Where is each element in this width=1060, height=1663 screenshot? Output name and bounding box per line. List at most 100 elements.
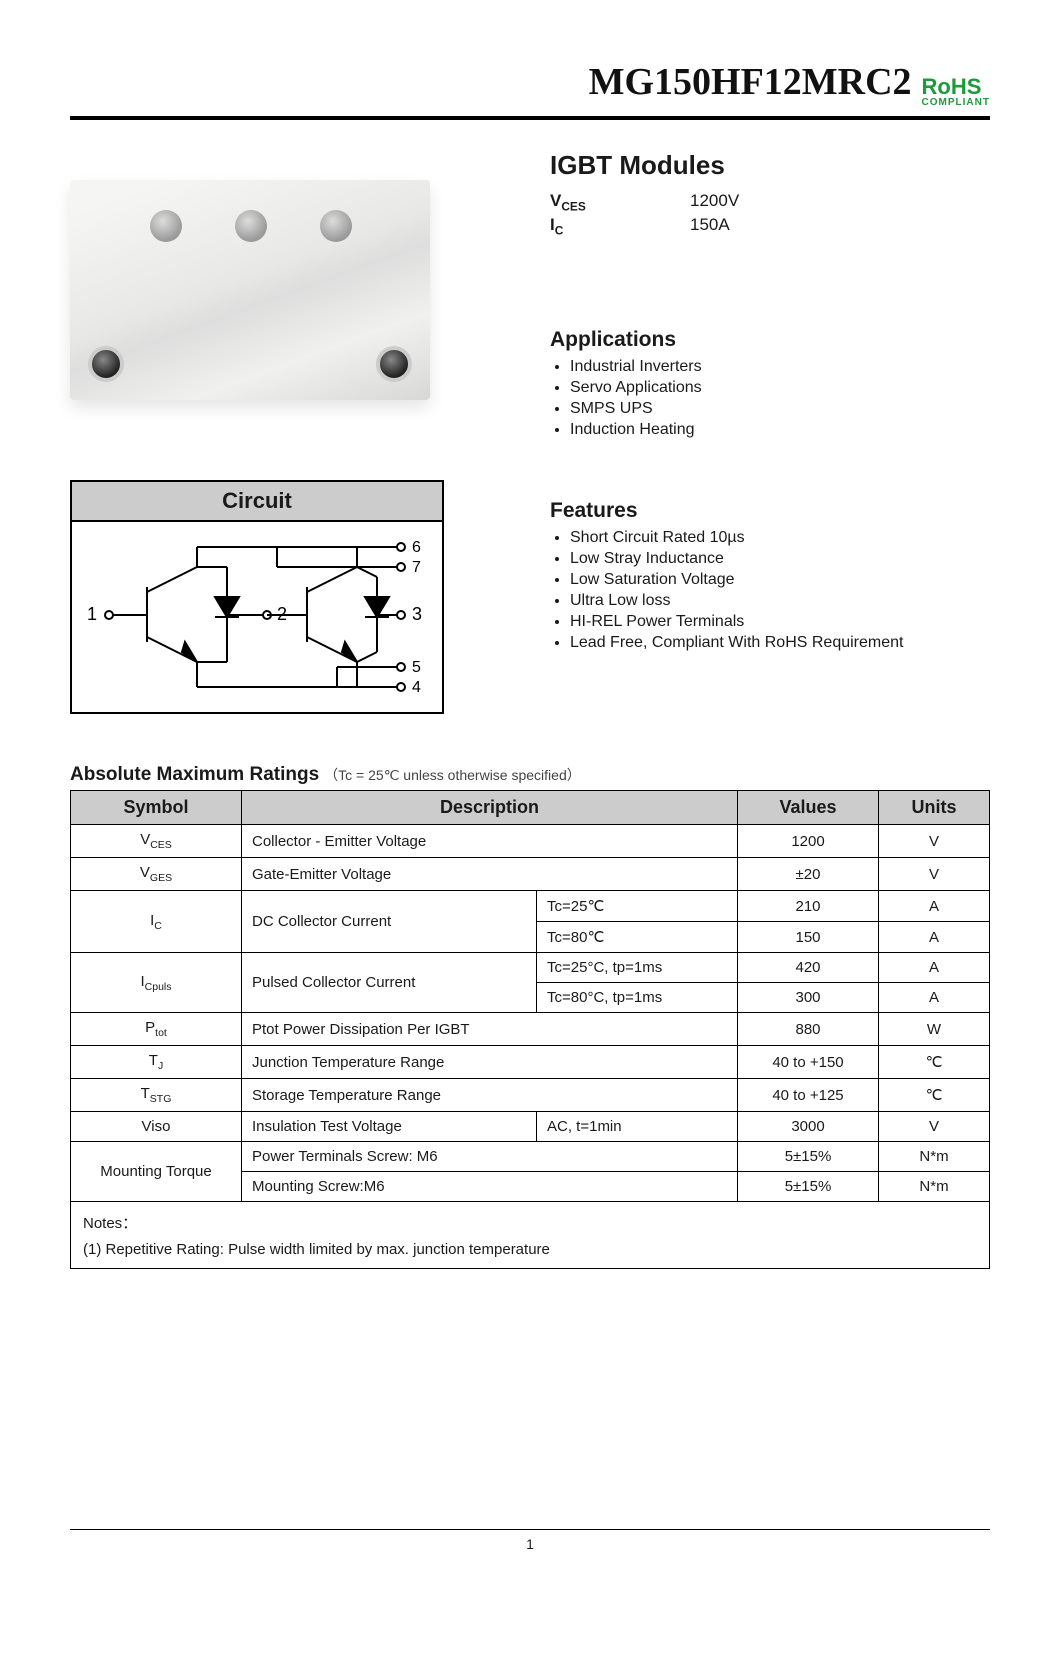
spec-list: VCES1200VIC 150A	[550, 191, 990, 238]
svg-text:4: 4	[412, 679, 421, 696]
applications-heading: Applications	[550, 328, 990, 352]
spec-row: IC 150A	[550, 215, 990, 237]
list-item: Low Saturation Voltage	[570, 571, 990, 589]
list-item: Induction Heating	[570, 421, 990, 439]
ratings-table: Symbol Description Values Units VCESColl…	[70, 790, 990, 1269]
list-item: Ultra Low loss	[570, 592, 990, 610]
list-item: Servo Applications	[570, 379, 990, 397]
circuit-diagram: 1	[77, 522, 437, 712]
cell-value: 300	[738, 983, 879, 1013]
table-notes-row: Notes：(1) Repetitive Rating: Pulse width…	[71, 1202, 990, 1269]
module-title: IGBT Modules	[550, 150, 990, 181]
cell-value: 420	[738, 953, 879, 983]
cell-condition: Tc=80℃	[537, 922, 738, 953]
rohs-badge: RoHS COMPLIANT	[922, 76, 990, 108]
table-row: VCESCollector - Emitter Voltage1200V	[71, 825, 990, 858]
table-row: ICDC Collector CurrentTc=25℃210A	[71, 891, 990, 922]
cell-value: 5±15%	[738, 1142, 879, 1172]
circuit-box: Circuit 1	[70, 480, 444, 714]
ratings-heading: Absolute Maximum Ratings （Tc = 25℃ unles…	[70, 764, 990, 786]
col-values: Values	[738, 791, 879, 825]
ratings-title: Absolute Maximum Ratings	[70, 764, 319, 785]
table-row: ICpulsPulsed Collector CurrentTc=25°C, t…	[71, 953, 990, 983]
table-row: VisoInsulation Test VoltageAC, t=1min300…	[71, 1112, 990, 1142]
product-image	[70, 180, 430, 400]
cell-value: 3000	[738, 1112, 879, 1142]
cell-value: 880	[738, 1013, 879, 1046]
cell-description: Collector - Emitter Voltage	[242, 825, 738, 858]
cell-symbol: Mounting Torque	[71, 1142, 242, 1202]
cell-unit: V	[879, 858, 990, 891]
cell-description: Gate-Emitter Voltage	[242, 858, 738, 891]
cell-value: 150	[738, 922, 879, 953]
part-number: MG150HF12MRC2	[589, 60, 912, 104]
table-row: TSTGStorage Temperature Range40 to +125℃	[71, 1079, 990, 1112]
col-description: Description	[242, 791, 738, 825]
cell-value: 40 to +125	[738, 1079, 879, 1112]
features-heading: Features	[550, 499, 990, 523]
page-number: 1	[70, 1536, 990, 1552]
cell-symbol: VGES	[71, 858, 242, 891]
cell-unit: A	[879, 922, 990, 953]
table-row: PtotPtot Power Dissipation Per IGBT880W	[71, 1013, 990, 1046]
list-item: Low Stray Inductance	[570, 550, 990, 568]
right-col: IGBT Modules VCES1200VIC 150A Application…	[550, 140, 990, 714]
cell-unit: V	[879, 1112, 990, 1142]
cell-description: Insulation Test Voltage	[242, 1112, 537, 1142]
applications-list: Industrial InvertersServo ApplicationsSM…	[550, 358, 990, 439]
svg-text:3: 3	[412, 604, 422, 624]
rohs-line2: COMPLIANT	[922, 98, 990, 108]
cell-condition: Tc=25℃	[537, 891, 738, 922]
ratings-section: Absolute Maximum Ratings （Tc = 25℃ unles…	[70, 764, 990, 1269]
cell-value: 5±15%	[738, 1172, 879, 1202]
cell-description: DC Collector Current	[242, 891, 537, 953]
spec-label: VCES	[550, 191, 630, 213]
ratings-condition: （Tc = 25℃ unless otherwise specified）	[324, 767, 581, 783]
left-col: Circuit 1	[70, 140, 510, 714]
cell-description: Pulsed Collector Current	[242, 953, 537, 1013]
cell-symbol: TJ	[71, 1046, 242, 1079]
table-row: Mounting TorquePower Terminals Screw: M6…	[71, 1142, 990, 1172]
cell-unit: ℃	[879, 1046, 990, 1079]
cell-condition: Tc=25°C, tp=1ms	[537, 953, 738, 983]
cell-description: Junction Temperature Range	[242, 1046, 738, 1079]
features-list: Short Circuit Rated 10µs Low Stray Induct…	[550, 529, 990, 652]
cell-unit: ℃	[879, 1079, 990, 1112]
cell-description: Ptot Power Dissipation Per IGBT	[242, 1013, 738, 1046]
spec-value: 150A	[690, 215, 730, 237]
cell-condition: Tc=80°C, tp=1ms	[537, 983, 738, 1013]
cell-symbol: Ptot	[71, 1013, 242, 1046]
cell-notes: Notes：(1) Repetitive Rating: Pulse width…	[71, 1202, 990, 1269]
cell-value: 40 to +150	[738, 1046, 879, 1079]
spec-row: VCES1200V	[550, 191, 990, 213]
table-row: VGESGate-Emitter Voltage±20V	[71, 858, 990, 891]
spec-label: IC	[550, 215, 630, 237]
col-symbol: Symbol	[71, 791, 242, 825]
cell-value: 1200	[738, 825, 879, 858]
cell-symbol: TSTG	[71, 1079, 242, 1112]
cell-unit: A	[879, 891, 990, 922]
footer-rule	[70, 1529, 990, 1530]
cell-description: Storage Temperature Range	[242, 1079, 738, 1112]
cell-unit: N*m	[879, 1142, 990, 1172]
cell-unit: A	[879, 983, 990, 1013]
cell-symbol: Viso	[71, 1112, 242, 1142]
col-units: Units	[879, 791, 990, 825]
list-item: HI-REL Power Terminals	[570, 613, 990, 631]
cell-unit: N*m	[879, 1172, 990, 1202]
cell-unit: V	[879, 825, 990, 858]
list-item: Short Circuit Rated 10µs	[570, 529, 990, 547]
cell-value: 210	[738, 891, 879, 922]
cell-symbol: IC	[71, 891, 242, 953]
list-item: Industrial Inverters	[570, 358, 990, 376]
svg-text:6: 6	[412, 539, 421, 556]
rohs-line1: RoHS	[922, 76, 990, 98]
circuit-title: Circuit	[72, 482, 442, 522]
cell-unit: A	[879, 953, 990, 983]
list-item: Lead Free, Compliant With RoHS Requireme…	[570, 634, 990, 652]
cell-symbol: VCES	[71, 825, 242, 858]
cell-unit: W	[879, 1013, 990, 1046]
svg-text:1: 1	[87, 604, 97, 624]
cell-description: Power Terminals Screw: M6	[242, 1142, 738, 1172]
cell-condition: AC, t=1min	[537, 1112, 738, 1142]
